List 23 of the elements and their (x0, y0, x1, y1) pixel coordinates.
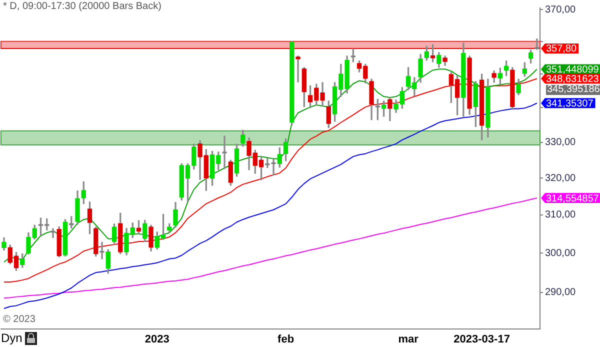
chart-title: * D, 09:00-17:30 (20000 Bars Back) (3, 1, 162, 12)
text: 345,395186 (546, 84, 600, 95)
x-tick-label: 2023 (144, 334, 170, 346)
y-tick-label: 300,00 (545, 248, 576, 259)
y-tick-label: 370,00 (545, 4, 576, 16)
data-label: 351,448099 (546, 64, 600, 76)
y-tick-label: 310,00 (545, 210, 576, 221)
x-tick-label: 2023-03-17 (454, 334, 510, 346)
x-tick-label: feb (278, 334, 294, 346)
data-label: 314,554857 (546, 193, 600, 204)
ref-line-label: 357,80 (546, 44, 578, 55)
y-tick-label: 290,00 (545, 287, 576, 298)
data-label: 341,35307 (546, 98, 594, 110)
candlestick (100, 242, 104, 260)
annotation: © 2023 (3, 314, 36, 325)
candlestick (296, 56, 300, 82)
y-tick-label: 330,00 (545, 137, 576, 148)
data-label: 348,631623 (546, 74, 600, 85)
x-tick-label: mar (398, 334, 420, 346)
candlestick (222, 136, 227, 170)
text: Dyn (1, 331, 22, 345)
candlestick (50, 228, 56, 238)
y-tick-label: 320,00 (545, 172, 576, 184)
